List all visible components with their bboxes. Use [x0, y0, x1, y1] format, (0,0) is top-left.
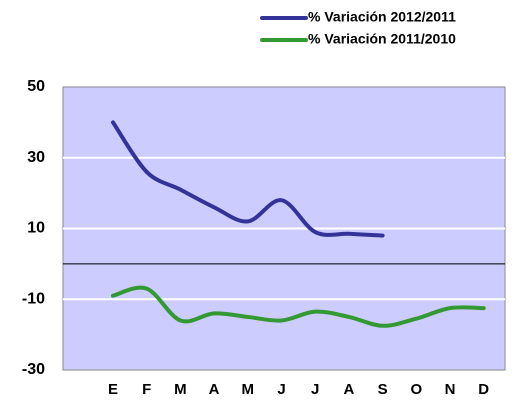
legend-label: % Variación 2011/2010: [308, 31, 456, 47]
line-series: [111, 120, 385, 238]
y-tick-label: 50: [27, 78, 45, 95]
y-tick-label: 10: [27, 220, 45, 237]
x-tick-label: F: [142, 381, 151, 398]
y-tick-label: 30: [27, 149, 45, 166]
x-tick-label: S: [378, 381, 388, 398]
x-tick-label: M: [174, 381, 187, 398]
x-tick-label: J: [311, 381, 319, 398]
legend-label: % Variación 2012/2011: [308, 9, 456, 25]
x-tick-label: A: [343, 381, 354, 398]
y-tick-label: -10: [22, 290, 45, 307]
x-tick-label: D: [478, 381, 489, 398]
x-tick-label: M: [242, 381, 255, 398]
x-tick-label: J: [277, 381, 285, 398]
y-tick-label: -30: [22, 361, 45, 378]
line-series: [111, 285, 486, 328]
x-tick-label: E: [108, 381, 118, 398]
x-tick-label: O: [410, 381, 422, 398]
x-tick-label: A: [209, 381, 220, 398]
x-tick-label: N: [445, 381, 456, 398]
